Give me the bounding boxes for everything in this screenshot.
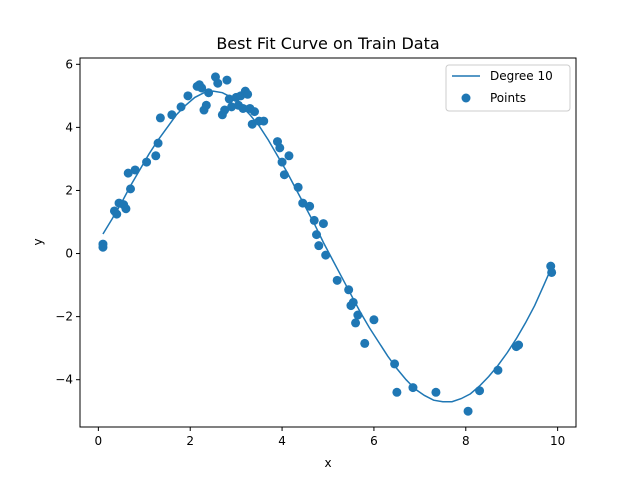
x-tick-label: 4	[278, 434, 286, 448]
data-point	[201, 100, 211, 110]
data-point	[360, 338, 370, 348]
x-tick-label: 8	[462, 434, 470, 448]
data-point	[204, 88, 214, 98]
data-point	[369, 315, 379, 325]
data-point	[227, 102, 237, 112]
data-point	[475, 386, 485, 396]
data-point	[130, 165, 140, 175]
data-point	[277, 157, 287, 167]
data-point	[392, 387, 402, 397]
data-point	[318, 219, 328, 229]
x-tick-label: 0	[95, 434, 103, 448]
y-axis-label: y	[31, 238, 45, 245]
data-point	[275, 143, 285, 153]
data-point	[98, 242, 108, 252]
data-point	[312, 230, 322, 240]
y-axis-ticks: −4 −2 0 2 4 6	[55, 57, 80, 387]
data-point	[123, 168, 133, 178]
data-point	[390, 359, 400, 369]
y-tick-label: 2	[65, 183, 73, 197]
data-point	[183, 91, 193, 101]
data-point	[514, 340, 524, 350]
data-point	[408, 383, 418, 393]
data-point	[305, 201, 315, 211]
y-tick-label: −2	[55, 310, 73, 324]
x-axis-label: x	[324, 456, 331, 470]
data-point	[284, 151, 294, 161]
data-point	[121, 204, 131, 214]
data-point	[309, 215, 319, 225]
data-point	[151, 151, 161, 161]
data-point	[224, 94, 234, 104]
y-tick-label: 4	[65, 120, 73, 134]
data-point	[332, 275, 342, 285]
data-point	[167, 110, 177, 120]
x-tick-label: 2	[186, 434, 194, 448]
data-point	[250, 107, 260, 117]
plot-area	[98, 72, 557, 416]
data-point	[344, 285, 354, 295]
data-point	[238, 103, 248, 113]
data-point	[321, 250, 331, 260]
y-tick-label: 6	[65, 57, 73, 71]
data-point	[259, 116, 269, 126]
data-point	[213, 78, 223, 88]
data-point	[222, 75, 232, 85]
x-tick-label: 6	[370, 434, 378, 448]
data-point	[463, 406, 473, 416]
y-tick-label: 0	[65, 247, 73, 261]
data-point	[293, 182, 303, 192]
data-point	[431, 387, 441, 397]
legend-marker-swatch	[461, 93, 471, 103]
data-point	[353, 310, 363, 320]
data-point	[197, 83, 207, 93]
data-point	[348, 297, 358, 307]
data-point	[243, 89, 253, 99]
data-point	[112, 209, 122, 219]
data-point	[298, 198, 308, 208]
y-tick-label: −4	[55, 373, 73, 387]
x-axis-ticks: 0 2 4 6 8 10	[95, 427, 565, 448]
legend: Degree 10 Points	[445, 64, 571, 112]
data-point	[314, 241, 324, 251]
axes-frame	[79, 57, 577, 428]
legend-label-points: Points	[490, 91, 526, 105]
data-point	[153, 138, 163, 148]
data-point	[176, 102, 186, 112]
data-point	[493, 365, 503, 375]
data-point	[220, 105, 230, 115]
x-tick-label: 10	[550, 434, 565, 448]
data-point	[126, 184, 136, 194]
data-point	[547, 267, 557, 277]
points-layer	[98, 72, 557, 416]
chart-title: Best Fit Curve on Train Data	[216, 34, 439, 53]
data-point	[142, 157, 152, 167]
data-point	[247, 119, 257, 129]
data-point	[279, 170, 289, 180]
data-point	[351, 318, 361, 328]
data-point	[155, 113, 165, 123]
legend-label-curve: Degree 10	[490, 69, 553, 83]
